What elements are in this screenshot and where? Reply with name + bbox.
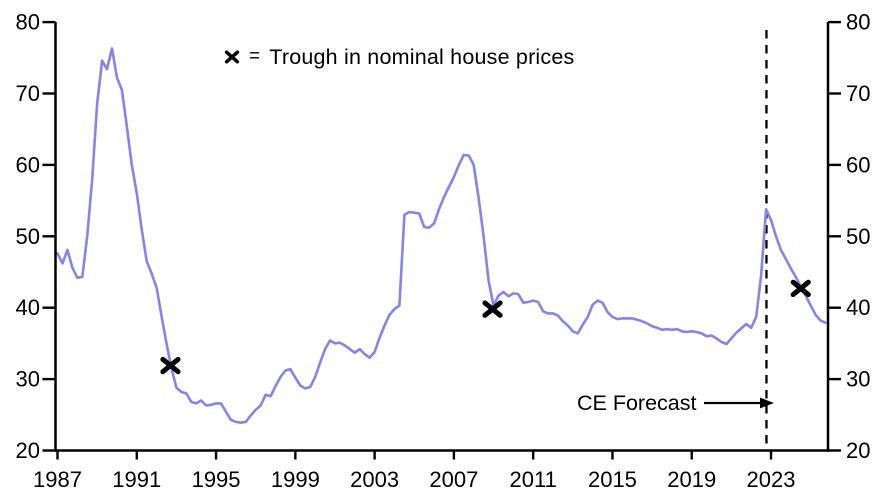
x-axis-tick-label: 1999 bbox=[271, 467, 320, 492]
x-axis-tick-label: 1995 bbox=[192, 467, 241, 492]
x-axis-tick-label: 2019 bbox=[667, 467, 716, 492]
trough-marker bbox=[160, 356, 181, 375]
trough-marker-icon bbox=[224, 50, 240, 64]
legend-note: = Trough in nominal house prices bbox=[224, 44, 574, 70]
y-axis-tick-label: 60 bbox=[16, 152, 40, 177]
y-axis-tick-label: 50 bbox=[846, 224, 870, 249]
y-axis-tick-label: 40 bbox=[16, 295, 40, 320]
trough-marker bbox=[790, 279, 811, 298]
y-axis-tick-label: 80 bbox=[846, 10, 870, 35]
x-axis-tick-label: 1987 bbox=[33, 467, 82, 492]
y-axis-tick-label: 30 bbox=[846, 367, 870, 392]
legend-separator: = bbox=[249, 46, 261, 67]
x-axis-tick-label: 2015 bbox=[588, 467, 637, 492]
x-axis-tick-label: 1991 bbox=[112, 467, 161, 492]
trough-marker bbox=[482, 300, 503, 318]
y-axis-tick-label: 20 bbox=[16, 438, 40, 463]
right-arrow-icon bbox=[704, 397, 775, 409]
y-axis-tick-label: 50 bbox=[16, 224, 40, 249]
y-axis-tick-label: 70 bbox=[846, 81, 870, 106]
x-axis-tick-label: 2007 bbox=[429, 467, 478, 492]
y-axis-tick-label: 60 bbox=[846, 152, 870, 177]
x-axis-tick-label: 2011 bbox=[510, 467, 557, 492]
y-axis-tick-label: 20 bbox=[846, 438, 870, 463]
x-axis-tick-label: 2023 bbox=[747, 467, 796, 492]
y-axis-tick-label: 40 bbox=[846, 295, 870, 320]
y-axis-tick-label: 80 bbox=[16, 10, 40, 35]
x-axis-tick-label: 2003 bbox=[350, 467, 399, 492]
house-price-series-line bbox=[56, 47, 827, 425]
forecast-annotation: CE Forecast bbox=[577, 390, 775, 416]
y-axis-tick-label: 30 bbox=[16, 367, 40, 392]
forecast-label: CE Forecast bbox=[577, 390, 697, 415]
y-axis-tick-label: 70 bbox=[16, 81, 40, 106]
legend-label: Trough in nominal house prices bbox=[269, 44, 575, 69]
